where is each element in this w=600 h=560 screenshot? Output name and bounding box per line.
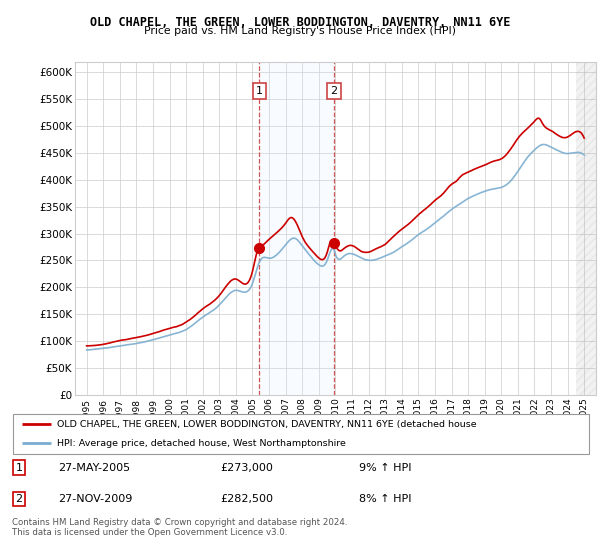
Text: 27-NOV-2009: 27-NOV-2009 [58, 494, 133, 504]
Text: 27-MAY-2005: 27-MAY-2005 [58, 463, 130, 473]
Text: 9% ↑ HPI: 9% ↑ HPI [359, 463, 412, 473]
Text: 8% ↑ HPI: 8% ↑ HPI [359, 494, 412, 504]
Text: HPI: Average price, detached house, West Northamptonshire: HPI: Average price, detached house, West… [57, 439, 346, 448]
Text: Price paid vs. HM Land Registry's House Price Index (HPI): Price paid vs. HM Land Registry's House … [144, 26, 456, 36]
Text: 1: 1 [16, 463, 22, 473]
Text: £282,500: £282,500 [220, 494, 274, 504]
Text: 1: 1 [256, 86, 263, 96]
Text: OLD CHAPEL, THE GREEN, LOWER BODDINGTON, DAVENTRY, NN11 6YE: OLD CHAPEL, THE GREEN, LOWER BODDINGTON,… [90, 16, 510, 29]
Text: Contains HM Land Registry data © Crown copyright and database right 2024.
This d: Contains HM Land Registry data © Crown c… [12, 518, 347, 538]
Bar [576, 62, 596, 395]
Text: £273,000: £273,000 [220, 463, 274, 473]
FancyBboxPatch shape [13, 413, 589, 454]
Text: 2: 2 [331, 86, 338, 96]
Text: OLD CHAPEL, THE GREEN, LOWER BODDINGTON, DAVENTRY, NN11 6YE (detached house: OLD CHAPEL, THE GREEN, LOWER BODDINGTON,… [57, 419, 477, 428]
Bar [259, 62, 334, 395]
Text: 2: 2 [16, 494, 23, 504]
